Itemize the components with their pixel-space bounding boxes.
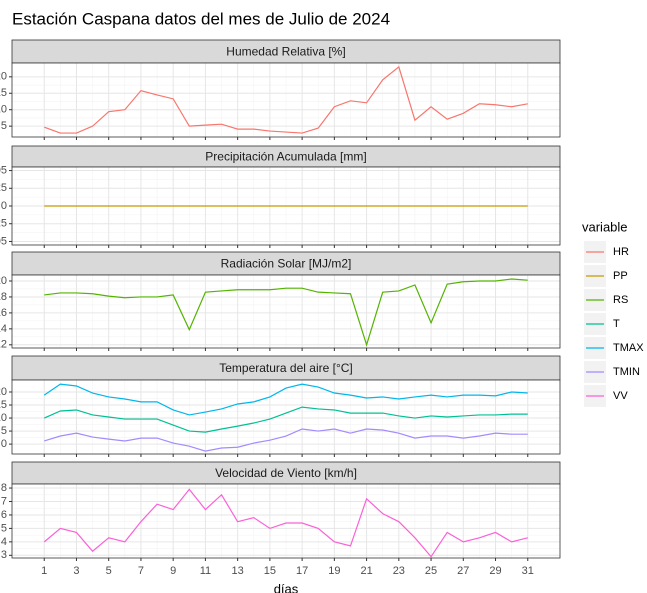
y-tick-label: 0.05	[0, 164, 7, 176]
strip-title: Temperatura del aire [°C]	[219, 361, 353, 375]
y-tick-label: 0.025	[0, 182, 7, 194]
panel-border	[11, 62, 561, 138]
legend-label: TMIN	[613, 366, 640, 378]
y-tick-label: 15	[0, 399, 7, 411]
y-tick-label: -0.025	[0, 218, 7, 230]
x-tick-label: 5	[106, 565, 112, 577]
data-line	[44, 65, 528, 134]
y-tick-label: 6	[1, 509, 7, 521]
x-tick-label: 15	[264, 565, 276, 577]
y-tick-label: 20	[0, 275, 7, 287]
x-tick-label: 11	[200, 565, 211, 577]
x-tick-label: 29	[489, 565, 501, 577]
strip-title: Humedad Relativa [%]	[226, 45, 345, 59]
legend-label: RS	[613, 294, 628, 306]
data-line	[44, 278, 528, 347]
x-tick-label: 13	[232, 565, 244, 577]
y-tick-label: 10	[0, 104, 7, 116]
y-tick-label: 15	[0, 87, 7, 99]
x-tick-label: 19	[328, 565, 340, 577]
y-tick-label: 0	[1, 200, 7, 212]
panel-border	[11, 483, 561, 559]
legend-label: VV	[613, 390, 628, 402]
y-tick-label: 10	[0, 412, 7, 424]
x-tick-label: 21	[360, 565, 372, 577]
strip-title: Radiación Solar [MJ/m2]	[221, 257, 352, 271]
legend-label: PP	[613, 270, 628, 282]
x-tick-label: 7	[138, 565, 144, 577]
y-tick-label: 7	[1, 495, 7, 507]
x-tick-label: 1	[41, 565, 47, 577]
data-line	[43, 406, 528, 433]
legend-label: HR	[613, 246, 629, 258]
legend-label: TMAX	[613, 342, 644, 354]
panel-border	[11, 274, 561, 349]
x-tick-label: 27	[457, 565, 469, 577]
panel-border	[11, 166, 561, 246]
y-tick-label: 18	[0, 291, 7, 303]
strip-title: Precipitación Acumulada [mm]	[205, 150, 366, 164]
y-tick-label: 8	[1, 482, 7, 494]
x-tick-label: 17	[296, 565, 308, 577]
data-line	[44, 428, 528, 452]
y-tick-label: 20	[0, 386, 7, 398]
y-tick-label: 5	[1, 425, 7, 437]
y-tick-label: -0.05	[0, 235, 7, 247]
panel-border	[11, 379, 561, 455]
x-tick-label: 25	[425, 565, 437, 577]
y-tick-label: 14	[0, 323, 7, 335]
x-axis-title: días	[274, 581, 299, 593]
strip-title: Velocidad de Viento [km/h]	[215, 466, 357, 480]
data-line	[43, 383, 528, 416]
x-tick-label: 31	[522, 565, 534, 577]
y-tick-label: 0	[1, 438, 7, 450]
legend-title: variable	[582, 219, 628, 234]
y-tick-label: 5	[1, 120, 7, 132]
x-tick-label: 3	[73, 565, 79, 577]
strip	[11, 355, 561, 381]
y-tick-label: 16	[0, 307, 7, 319]
y-tick-label: 3	[1, 549, 7, 561]
y-tick-label: 4	[1, 536, 7, 548]
y-tick-label: 12	[0, 339, 7, 351]
y-tick-label: 20	[0, 71, 7, 83]
chart-title: Estación Caspana datos del mes de Julio …	[12, 9, 390, 28]
legend-label: T	[613, 318, 620, 330]
x-tick-label: 23	[393, 565, 405, 577]
x-tick-label: 9	[170, 565, 176, 577]
y-tick-label: 5	[1, 522, 7, 534]
data-line	[43, 488, 528, 558]
